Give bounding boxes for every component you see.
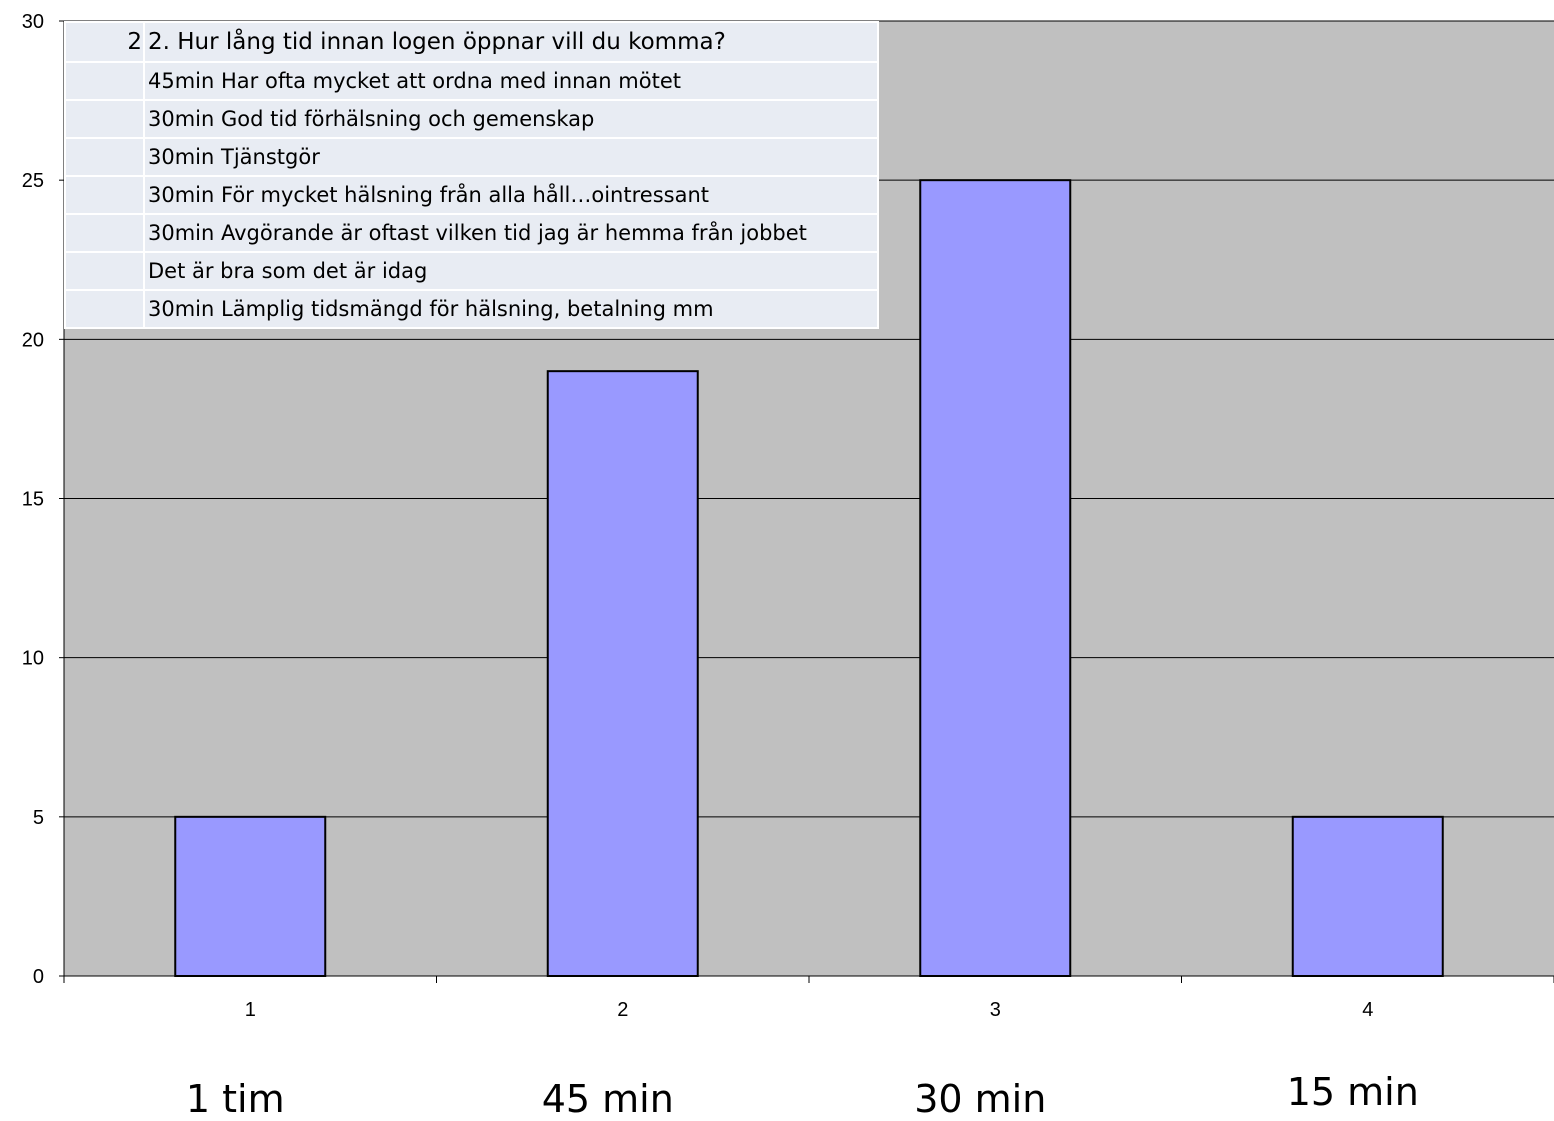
bar [1291, 815, 1444, 977]
bar [546, 370, 699, 977]
category-label: 45 min [541, 1077, 674, 1121]
bars [174, 179, 1444, 977]
bar [174, 815, 327, 977]
x-axis: 1 2 3 4 [63, 975, 1554, 1021]
comment-row: 45min Har ofta mycket att ordna med inna… [64, 61, 879, 101]
comment-text: 30min Lämplig tidsmängd för hälsning, be… [143, 289, 879, 329]
comment-row: Det är bra som det är idag [64, 251, 879, 291]
comment-text: 30min Tjänstgör [143, 137, 879, 177]
question-text: 2. Hur lång tid innan logen öppnar vill … [143, 21, 879, 63]
comments-table: 2 2. Hur lång tid innan logen öppnar vil… [64, 21, 879, 329]
y-tick-label: 0 [33, 966, 44, 988]
comment-row: 30min Avgörande är oftast vilken tid jag… [64, 213, 879, 253]
comment-text: 30min God tid förhälsning och gemenskap [143, 99, 879, 139]
y-axis: 0 5 10 15 20 25 30 [22, 11, 65, 988]
y-tick-label: 10 [22, 648, 44, 670]
comment-text: 45min Har ofta mycket att ordna med inna… [143, 61, 879, 101]
comment-row: 30min Lämplig tidsmängd för hälsning, be… [64, 289, 879, 329]
y-tick-label: 15 [22, 489, 44, 511]
bar [919, 179, 1072, 977]
y-tick-label: 5 [33, 807, 44, 829]
x-tick-label: 2 [617, 999, 628, 1021]
x-tick-label: 3 [990, 999, 1001, 1021]
y-tick-label: 20 [22, 329, 44, 351]
comment-row: 30min Tjänstgör [64, 137, 879, 177]
comments-header-row: 2 2. Hur lång tid innan logen öppnar vil… [64, 21, 879, 63]
question-number: 2 [64, 21, 145, 63]
comment-row: 30min För mycket hälsning från alla håll… [64, 175, 879, 215]
category-label: 15 min [1286, 1070, 1419, 1114]
x-tick-label: 4 [1362, 999, 1373, 1021]
comment-text: 30min För mycket hälsning från alla håll… [143, 175, 879, 215]
x-tick-label: 1 [245, 999, 256, 1021]
comment-text: Det är bra som det är idag [143, 251, 879, 291]
y-tick-label: 30 [22, 11, 44, 33]
y-tick-label: 25 [22, 170, 44, 192]
category-label: 30 min [914, 1077, 1047, 1121]
comment-text: 30min Avgörande är oftast vilken tid jag… [143, 213, 879, 253]
comment-row: 30min God tid förhälsning och gemenskap [64, 99, 879, 139]
category-label: 1 tim [185, 1077, 285, 1121]
